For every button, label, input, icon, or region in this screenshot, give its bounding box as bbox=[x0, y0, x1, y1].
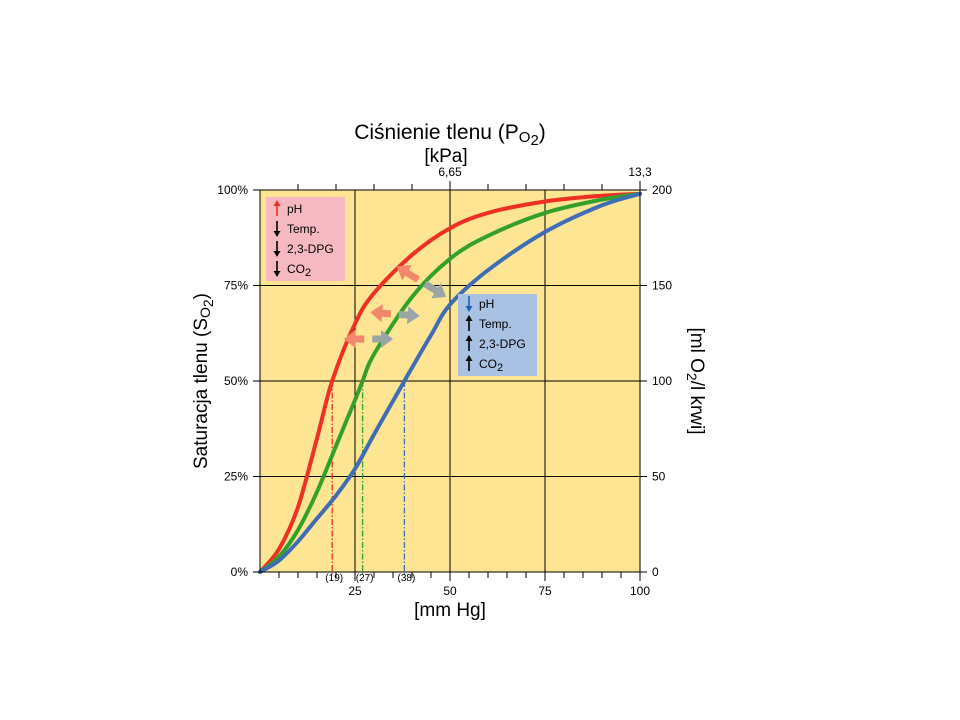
legend-left-box bbox=[266, 197, 345, 281]
series-line bbox=[258, 191, 642, 574]
y-axis-label-right: [ml O2/l krwi] bbox=[684, 327, 707, 434]
legend-label: CO2 bbox=[479, 357, 503, 374]
shift-arrow-head bbox=[370, 304, 383, 323]
shift-arrow-head bbox=[431, 282, 447, 299]
legend-arrowhead bbox=[273, 271, 281, 277]
shift-arrow-head bbox=[396, 265, 412, 281]
shift-arrow-head bbox=[406, 306, 420, 325]
shift-arrow-left bbox=[403, 268, 420, 283]
x-axis-label: [mm Hg] bbox=[414, 600, 486, 621]
y-right-tick-label: 100 bbox=[652, 374, 672, 388]
legend-label: CO2 bbox=[287, 262, 311, 279]
p50-label: (27) bbox=[356, 573, 374, 584]
y-left-tick-label: 75% bbox=[224, 279, 248, 293]
y-left-tick-label: 100% bbox=[217, 183, 248, 197]
x-tick-label: 25 bbox=[348, 584, 362, 598]
p50-label: (38) bbox=[398, 573, 416, 584]
legend-left: pH Temp. 2,3-DPG CO2 bbox=[266, 197, 345, 281]
p50-label: (19) bbox=[325, 573, 343, 584]
y-right-tick-label: 150 bbox=[652, 279, 672, 293]
legend-label: Temp. bbox=[287, 222, 320, 236]
legend-right: pH Temp. 2,3-DPG CO2 bbox=[458, 294, 537, 376]
x-tick-label: 100 bbox=[630, 584, 650, 598]
y-left-tick-label: 50% bbox=[224, 374, 248, 388]
shift-arrow-head bbox=[343, 329, 356, 348]
top-unit-label: [kPa] bbox=[424, 146, 467, 167]
y-right-tick-label: 200 bbox=[652, 183, 672, 197]
x-tick-label: 50 bbox=[443, 584, 457, 598]
legend-label: 2,3-DPG bbox=[287, 242, 334, 256]
legend-arrowhead bbox=[273, 200, 281, 206]
shift-arrow-right bbox=[423, 280, 440, 295]
y-right-tick-label: 0 bbox=[652, 565, 659, 579]
legend-label: Temp. bbox=[479, 317, 512, 331]
legend-label: 2,3-DPG bbox=[479, 337, 526, 351]
top-tick-label: 13,3 bbox=[628, 165, 652, 179]
legend-arrowhead bbox=[465, 315, 473, 321]
legend-arrowhead bbox=[465, 355, 473, 361]
series-line bbox=[258, 191, 642, 574]
legend-arrowhead bbox=[465, 335, 473, 341]
shift-arrow-head bbox=[381, 329, 393, 348]
y-left-tick-label: 25% bbox=[224, 470, 248, 484]
shift-arrows bbox=[343, 265, 447, 348]
y-axis-label-left: Saturacja tlenu (SO2) bbox=[191, 293, 216, 469]
legend-arrowhead bbox=[465, 306, 473, 312]
legend-label: pH bbox=[479, 297, 494, 311]
chart-title: Ciśnienie tlenu (PO2) bbox=[354, 121, 546, 149]
y-left-tick-label: 0% bbox=[231, 565, 249, 579]
curves bbox=[258, 191, 642, 574]
legend-arrowhead bbox=[273, 251, 281, 257]
x-tick-label: 75 bbox=[538, 584, 552, 598]
axis-ticks: 25 50 75 100 6,65 13,3 0% 25% 50% 75% 100% 0 50 100 15… bbox=[217, 165, 672, 598]
top-tick-label: 6,65 bbox=[438, 165, 462, 179]
legend-label: pH bbox=[287, 202, 302, 216]
p50-dashed-lines: (19) (27) (38) bbox=[325, 381, 415, 584]
legend-arrowhead bbox=[273, 231, 281, 237]
y-right-tick-label: 50 bbox=[652, 470, 666, 484]
series-line bbox=[258, 191, 642, 574]
